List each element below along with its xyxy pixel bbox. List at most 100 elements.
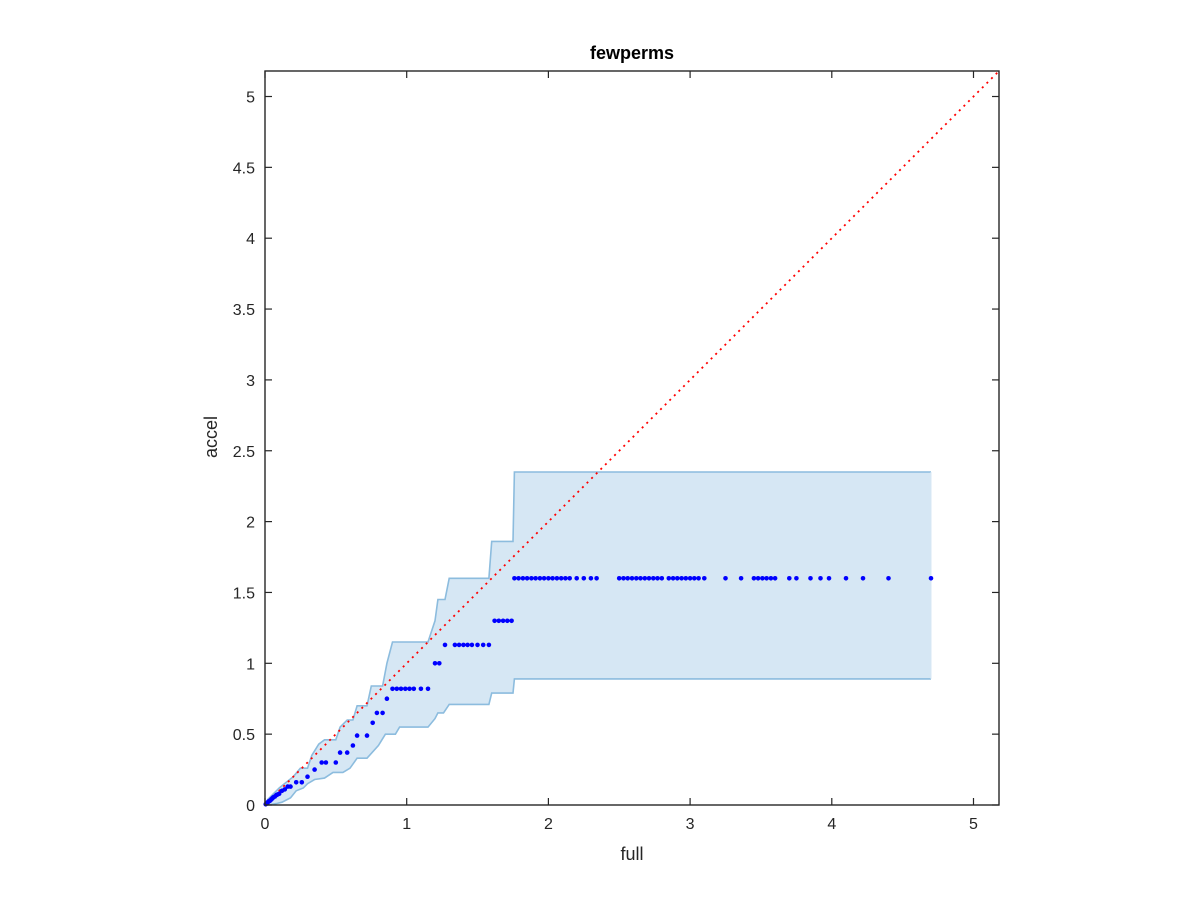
data-point bbox=[312, 767, 317, 772]
y-tick-label: 2.5 bbox=[233, 444, 255, 461]
data-point bbox=[512, 576, 517, 581]
chart-title: fewperms bbox=[590, 43, 674, 63]
x-tick-label: 5 bbox=[969, 816, 978, 833]
data-point bbox=[886, 576, 891, 581]
data-point bbox=[276, 791, 282, 796]
data-point bbox=[692, 576, 697, 581]
y-tick-label: 1.5 bbox=[233, 585, 255, 602]
data-point bbox=[403, 686, 408, 692]
data-point bbox=[588, 576, 594, 581]
data-point bbox=[469, 642, 475, 648]
band-area bbox=[265, 472, 931, 805]
data-point bbox=[702, 576, 707, 581]
x-tick-label: 4 bbox=[827, 816, 836, 833]
data-point bbox=[642, 576, 648, 581]
data-point bbox=[621, 576, 626, 581]
band-lower-edge bbox=[264, 678, 931, 806]
y-tick-label: 0 bbox=[246, 798, 255, 815]
data-point bbox=[411, 686, 417, 692]
x-tick-label: 3 bbox=[686, 816, 695, 833]
y-axis-label: accel bbox=[201, 416, 221, 458]
data-point bbox=[772, 576, 778, 581]
data-point bbox=[616, 576, 622, 581]
data-point bbox=[826, 576, 832, 581]
data-point bbox=[533, 576, 538, 581]
data-point bbox=[350, 743, 356, 748]
data-point bbox=[337, 750, 343, 755]
data-point bbox=[679, 576, 684, 581]
data-point bbox=[751, 576, 757, 581]
y-tick-label: 5 bbox=[246, 90, 255, 107]
data-point bbox=[687, 576, 693, 581]
data-point bbox=[625, 576, 630, 581]
data-point bbox=[638, 576, 643, 581]
data-point bbox=[394, 686, 400, 692]
data-point bbox=[760, 576, 765, 581]
data-point bbox=[843, 576, 849, 581]
data-point bbox=[524, 576, 530, 581]
data-point bbox=[505, 618, 510, 624]
data-point bbox=[563, 576, 568, 581]
data-point bbox=[384, 696, 390, 701]
data-point bbox=[651, 576, 656, 581]
y-tick-label: 1 bbox=[246, 656, 255, 673]
points-layer bbox=[263, 576, 934, 807]
data-point bbox=[437, 661, 442, 666]
x-tick-label: 1 bbox=[402, 816, 411, 833]
data-point bbox=[696, 576, 701, 581]
data-point bbox=[354, 733, 360, 738]
data-point bbox=[288, 784, 293, 789]
data-point bbox=[794, 576, 799, 581]
data-point bbox=[567, 576, 572, 581]
data-point bbox=[319, 760, 325, 765]
data-point bbox=[554, 576, 560, 581]
data-point bbox=[509, 618, 514, 624]
y-tick-label: 4.5 bbox=[233, 160, 255, 177]
data-point bbox=[496, 618, 502, 624]
data-point bbox=[675, 576, 680, 581]
data-point bbox=[768, 576, 774, 581]
data-point bbox=[594, 576, 599, 581]
data-point bbox=[546, 576, 551, 581]
data-point bbox=[418, 686, 424, 692]
data-point bbox=[529, 576, 534, 581]
data-point bbox=[432, 661, 438, 666]
data-point bbox=[390, 686, 395, 692]
data-point bbox=[634, 576, 639, 581]
plot-box bbox=[264, 70, 1000, 806]
confidence-band-layer bbox=[264, 471, 932, 806]
data-point bbox=[323, 760, 329, 765]
data-point bbox=[818, 576, 823, 581]
data-point bbox=[425, 686, 431, 692]
y-tick-label: 3.5 bbox=[233, 302, 255, 319]
x-tick-label: 2 bbox=[544, 816, 553, 833]
data-point bbox=[541, 576, 547, 581]
data-point bbox=[461, 642, 466, 648]
data-point bbox=[282, 787, 288, 792]
data-point bbox=[860, 576, 866, 581]
identity-reference-line bbox=[264, 70, 1000, 806]
data-point bbox=[574, 576, 579, 581]
data-point bbox=[738, 576, 744, 581]
y-tick-label: 2 bbox=[246, 515, 255, 532]
data-point bbox=[344, 750, 350, 755]
data-point bbox=[492, 618, 497, 624]
data-point bbox=[452, 642, 458, 648]
data-point bbox=[723, 576, 728, 581]
data-point bbox=[928, 576, 934, 581]
y-tick-label: 4 bbox=[246, 231, 255, 248]
data-point bbox=[475, 642, 480, 648]
data-point bbox=[655, 576, 660, 581]
reference-line-layer bbox=[264, 70, 1000, 806]
data-point bbox=[581, 576, 587, 581]
x-axis-label: full bbox=[620, 844, 643, 864]
data-point bbox=[550, 576, 555, 581]
data-point bbox=[659, 576, 665, 581]
data-point bbox=[370, 720, 376, 726]
data-point bbox=[646, 576, 652, 581]
data-point bbox=[480, 642, 486, 648]
data-point bbox=[456, 642, 462, 648]
data-point bbox=[558, 576, 564, 581]
data-point bbox=[666, 576, 672, 581]
